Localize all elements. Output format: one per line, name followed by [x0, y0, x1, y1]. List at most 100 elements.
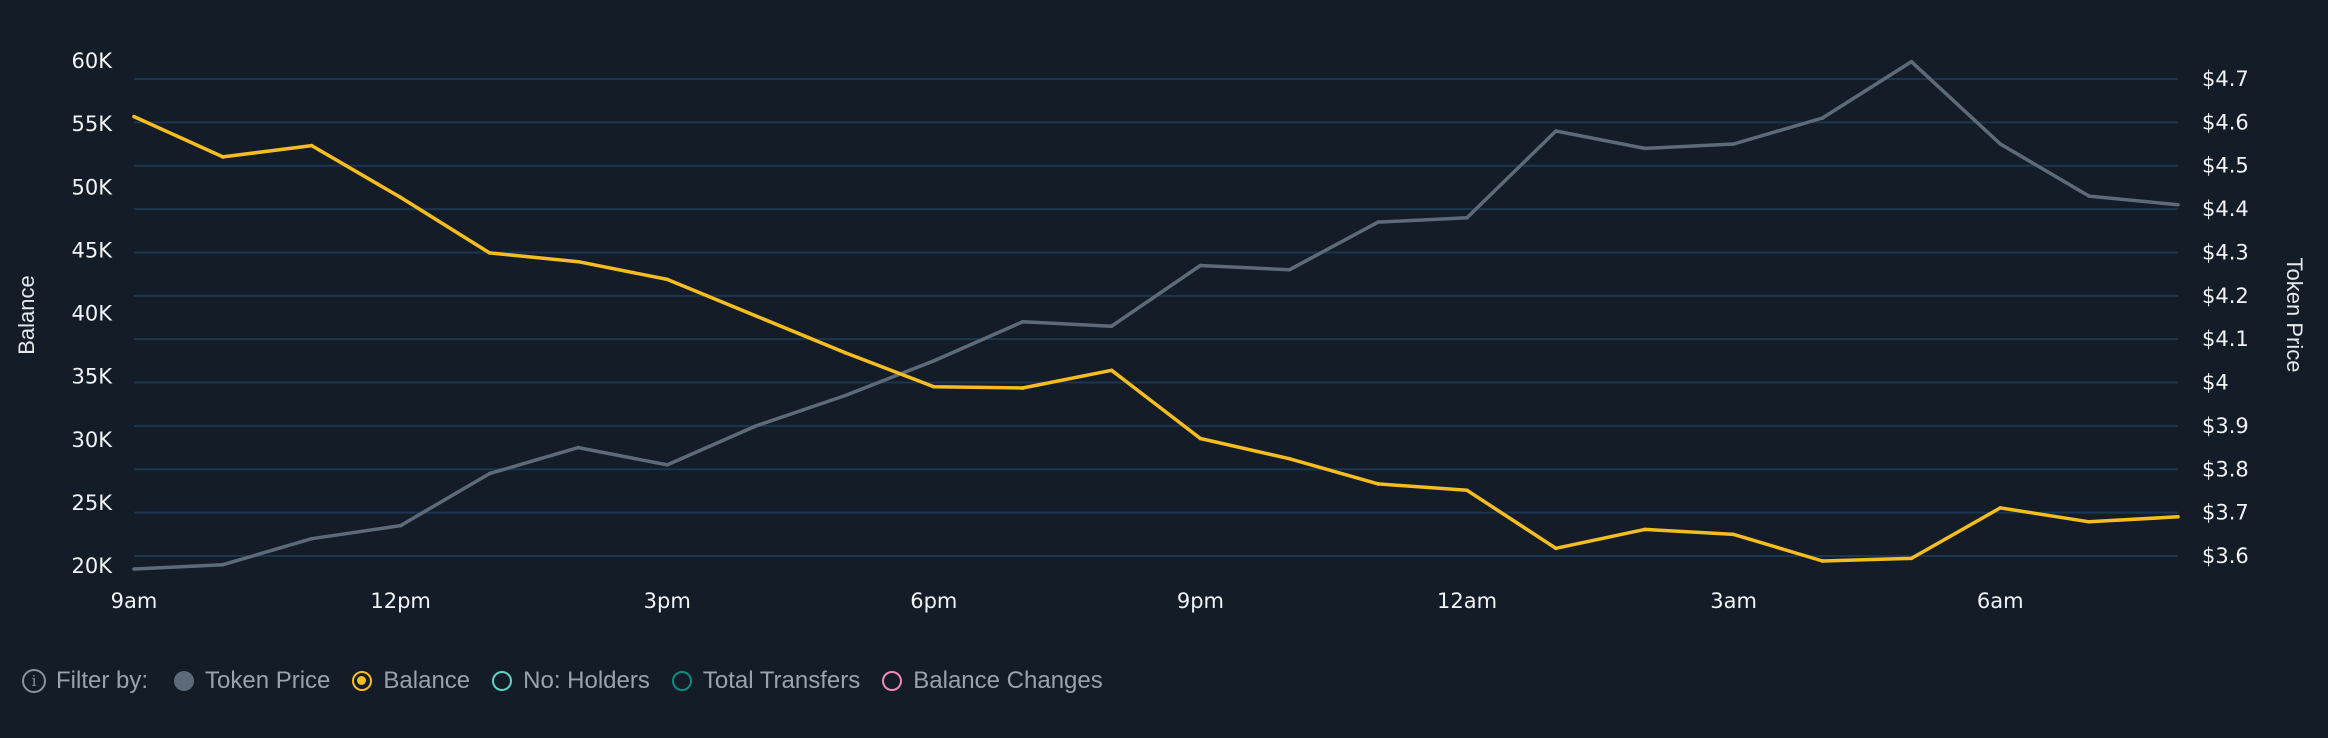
balance-point — [754, 314, 758, 318]
balance-line — [133, 115, 2179, 563]
left-tick-label: 30K — [72, 428, 114, 452]
selected-indicator-icon — [357, 676, 367, 685]
left-tick-label: 20K — [72, 554, 114, 578]
x-tick-label: 9pm — [1177, 589, 1224, 613]
legend-label: Token Price — [205, 667, 331, 694]
right-tick-label: $4.2 — [2202, 284, 2249, 308]
token-price-dot-icon — [174, 671, 195, 691]
gridlines — [134, 78, 2178, 557]
balance-point — [1554, 546, 1558, 551]
left-tick-label: 55K — [72, 112, 114, 136]
x-tick-label: 9am — [111, 589, 158, 613]
balance-point — [1465, 488, 1469, 493]
series-lines — [132, 59, 2180, 571]
legend-label: Balance Changes — [913, 667, 1103, 694]
right-tick-label: $4.3 — [2202, 240, 2249, 264]
balance-point — [1287, 456, 1292, 461]
token-price-point — [1642, 146, 1647, 151]
balance-point — [1820, 559, 1825, 563]
token-price-point — [843, 393, 847, 398]
balance-point — [1198, 436, 1203, 441]
right-axis: $4.7 $4.6 $4.5 $4.4 $4.3 $4.2 $4.1 $4 $3.9 $3.8 $3… — [2202, 67, 2249, 568]
balance-point — [309, 143, 314, 148]
legend-label: Total Transfers — [702, 667, 861, 694]
legend-label: Balance — [383, 667, 471, 694]
right-tick-label: $3.9 — [2202, 414, 2249, 438]
legend-item-holders[interactable]: No: Holders — [492, 667, 650, 695]
info-icon[interactable]: i — [22, 669, 46, 693]
balance-point — [576, 259, 581, 264]
left-tick-label: 25K — [72, 491, 114, 515]
balance-point — [1109, 368, 1114, 373]
holders-circle-icon — [492, 671, 513, 691]
balance-changes-circle-icon — [882, 671, 903, 691]
balance-radio-icon — [352, 671, 373, 691]
balance-point — [221, 155, 225, 159]
token-price-point — [132, 567, 136, 571]
right-tick-label: $4.4 — [2202, 197, 2249, 221]
balance-point — [1731, 532, 1736, 537]
balance-point — [2176, 514, 2180, 519]
left-tick-label: 60K — [72, 49, 114, 73]
balance-point — [932, 384, 936, 389]
token-price-point — [1376, 220, 1380, 224]
token-price-point — [1820, 116, 1825, 120]
balance-point — [132, 114, 136, 119]
x-tick-label: 12pm — [370, 589, 431, 613]
right-tick-label: $3.6 — [2202, 544, 2249, 568]
token-price-point — [576, 445, 581, 450]
token-price-point — [665, 463, 670, 467]
right-tick-label: $4.5 — [2202, 154, 2249, 178]
balance-point — [398, 195, 403, 200]
x-tick-label: 12am — [1437, 589, 1497, 613]
right-tick-label: $3.7 — [2202, 501, 2249, 525]
token-price-point — [1198, 263, 1203, 268]
legend-label: No: Holders — [523, 667, 650, 694]
right-axis-title: Token Price — [2282, 258, 2307, 373]
balance-point — [1642, 527, 1647, 532]
left-tick-label: 45K — [72, 238, 114, 262]
legend-item-balance[interactable]: Balance — [352, 667, 470, 695]
balance-point — [843, 350, 847, 355]
token-price-point — [1020, 320, 1025, 324]
token-price-point — [2087, 194, 2091, 198]
right-tick-label: $3.8 — [2202, 457, 2249, 481]
right-tick-label: $4 — [2202, 371, 2229, 395]
left-tick-label: 35K — [72, 365, 114, 389]
balance-point — [665, 277, 670, 282]
right-tick-label: $4.1 — [2202, 327, 2249, 351]
legend-item-balance-changes[interactable]: Balance Changes — [882, 667, 1103, 695]
total-transfers-circle-icon — [671, 671, 692, 691]
token-price-point — [1731, 142, 1736, 146]
legend-filter: i Filter by: Token Price Balance No: Hol… — [22, 664, 1125, 698]
x-tick-label: 6am — [1977, 589, 2024, 613]
token-price-point — [1465, 215, 1469, 220]
token-price-point — [487, 471, 492, 476]
token-price-point — [1554, 129, 1558, 133]
left-tick-label: 40K — [72, 302, 114, 326]
left-axis-title: Balance — [14, 275, 39, 355]
token-price-point — [1109, 324, 1114, 328]
right-tick-label: $4.6 — [2202, 110, 2249, 134]
left-tick-label: 50K — [72, 175, 114, 199]
balance-point — [1376, 482, 1380, 486]
balance-point — [487, 251, 492, 255]
right-tick-label: $4.7 — [2202, 67, 2249, 91]
token-price-point — [754, 424, 758, 428]
balance-point — [2087, 520, 2091, 524]
legend-item-total-transfers[interactable]: Total Transfers — [671, 667, 861, 695]
left-axis: 60K 55K 50K 45K 40K 35K 30K 25K 20K — [72, 49, 114, 578]
x-axis: 9am 12pm 3pm 6pm 9pm 12am 3am 6am — [111, 589, 2024, 613]
token-price-point — [1287, 268, 1292, 272]
token-price-point — [932, 359, 936, 363]
x-tick-label: 3pm — [644, 589, 691, 613]
filter-label: Filter by: — [56, 667, 149, 694]
x-tick-label: 3am — [1710, 589, 1757, 613]
legend-item-token-price[interactable]: Token Price — [174, 667, 330, 695]
x-tick-label: 6pm — [910, 589, 957, 613]
token-price-point — [221, 562, 225, 567]
token-price-point — [2176, 202, 2180, 207]
balance-point — [1998, 506, 2003, 510]
balance-point — [1020, 386, 1025, 390]
